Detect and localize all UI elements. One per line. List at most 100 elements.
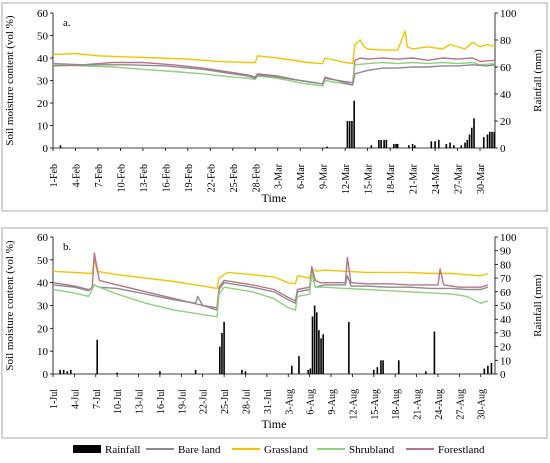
y-tick-label: 30 (37, 301, 49, 313)
rainfall-bar (464, 142, 466, 148)
series-line-bare-land (52, 64, 496, 86)
rainfall-bar (380, 139, 382, 148)
x-tick-label: 31-Jul (263, 389, 274, 414)
x-tick-label: 1-Feb (49, 164, 60, 187)
legend: Rainfall Bare land Grassland Shrubland Fores… (73, 444, 485, 456)
legend-label-forestland: Forestland (438, 444, 485, 456)
rainfall-bar (486, 134, 489, 148)
x-tick-label: 6-Mar (296, 163, 307, 189)
rainfall-bar (433, 331, 436, 374)
rainfall-bar (96, 339, 98, 374)
y2-tick-label: 100 (500, 8, 517, 20)
rainfall-bar (318, 330, 320, 374)
y-tick-label: 10 (37, 346, 49, 358)
rainfall-bar (430, 141, 433, 148)
x-tick-label: 13-Jul (135, 389, 146, 414)
y-tick-label: 60 (37, 232, 49, 244)
rainfall-bar (490, 363, 493, 374)
rainfall-bar (466, 139, 469, 148)
y-tick-label: 20 (37, 98, 49, 110)
panel-b: 010203040506001020304050607080901001-Jul… (1, 227, 548, 439)
rainfall-bar (382, 360, 384, 374)
rainfall-bar (59, 369, 61, 374)
rainfall-bar (380, 360, 382, 374)
rainfall-bar (449, 142, 451, 148)
y2-tick-label: 90 (500, 246, 512, 258)
y-axis-title: Soil moisture content (vol %) (4, 240, 16, 370)
rainfall-bar (320, 338, 322, 374)
x-tick-label: 10-Feb (116, 164, 127, 192)
rainfall-bar (62, 369, 65, 374)
rainfall-bar (397, 360, 400, 374)
rainfall-bar (411, 143, 414, 148)
panel-label: b. (63, 241, 72, 253)
x-tick-label: 1-Jul (49, 389, 60, 409)
rainfall-bar (468, 134, 471, 148)
legend-label-bare-land: Bare land (178, 444, 221, 456)
rainfall-bar (460, 145, 463, 148)
x-tick-label: 15-Mar (364, 163, 375, 194)
x-tick-label: 27-Aug (455, 389, 466, 420)
x-tick-label: 24-Mar (431, 163, 442, 194)
rainfall-bar (438, 139, 440, 148)
series-line-grassland (52, 30, 496, 65)
rainfall-bar (348, 121, 351, 148)
series-line-forestland (52, 252, 489, 309)
rainfall-bar (159, 371, 161, 374)
y2-tick-label: 50 (500, 301, 512, 313)
y2-tick-label: 0 (500, 143, 506, 155)
rainfall-bar (445, 143, 448, 148)
rainfall-bar (470, 127, 473, 148)
rainfall-bar (307, 369, 310, 374)
y-tick-label: 60 (37, 8, 49, 20)
rainfall-bar (309, 368, 312, 374)
y2-tick-label: 100 (500, 232, 517, 244)
x-tick-label: 3-Aug (284, 389, 295, 415)
rainfall-bar (194, 369, 197, 374)
x-tick-label: 9-Aug (327, 389, 338, 415)
y-tick-label: 20 (37, 323, 49, 335)
y2-tick-label: 60 (500, 62, 512, 74)
rainfall-bar (434, 141, 436, 148)
rainfall-bar (393, 143, 395, 148)
rainfall-bar (221, 332, 223, 374)
rainfall-bar (414, 145, 416, 148)
x-tick-label: 28-Jul (241, 389, 252, 414)
legend-label-rainfall: Rainfall (105, 444, 140, 456)
rainfall-bar (346, 121, 349, 148)
y2-tick-label: 70 (500, 273, 512, 285)
rainfall-bar (351, 121, 353, 148)
x-tick-label: 6-Aug (306, 389, 317, 415)
panel-frame (1, 227, 548, 439)
x-tick-label: 7-Feb (94, 164, 105, 187)
rainfall-bar (376, 367, 379, 374)
y2-tick-label: 40 (500, 314, 512, 326)
rainfall-bar (482, 137, 485, 148)
rainfall-bar (370, 145, 373, 148)
series-line-shrubland (52, 272, 489, 318)
rainfall-bar (315, 312, 318, 374)
x-tick-label: 22-Feb (206, 164, 217, 192)
series-line-bare-land (52, 270, 489, 311)
rainfall-bar (353, 100, 355, 148)
rainfall-bar (395, 143, 397, 148)
y-tick-label: 50 (37, 255, 49, 267)
x-tick-label: 30-Mar (476, 163, 487, 194)
y2-tick-label: 80 (500, 259, 512, 271)
x-tick-label: 15-Aug (370, 389, 381, 420)
x-tick-label: 19-Jul (177, 389, 188, 414)
x-tick-label: 19-Feb (184, 164, 195, 192)
panel-a: 0 10 20 30 40 50 60 0 20 40 60 80 100 1-Feb 4-Feb 7-Feb… (1, 2, 548, 212)
y2-tick-label: 20 (500, 116, 512, 128)
x-tick-label: 24-Aug (434, 389, 445, 420)
y-tick-label: 10 (37, 121, 49, 133)
y2-tick-label: 10 (500, 355, 512, 367)
rainfall-bar (311, 316, 314, 374)
rainfall-bar (241, 369, 243, 374)
rainfall-bar (291, 365, 293, 374)
x-tick-label: 13-Feb (139, 164, 150, 192)
x-tick-label: 27-Mar (454, 163, 465, 194)
rainfall-bar (219, 346, 221, 374)
y-axis-title: Soil moisture content (vol %) (4, 15, 16, 145)
legend-swatch-rainfall (73, 445, 101, 453)
